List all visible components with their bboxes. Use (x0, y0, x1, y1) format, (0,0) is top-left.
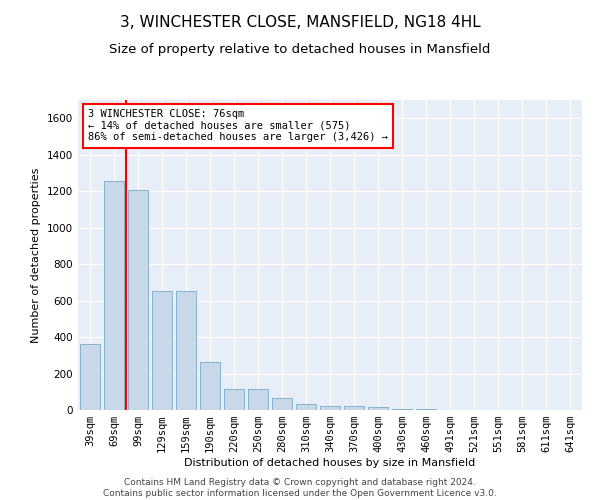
Bar (248, 389, 268, 410)
Bar (200, 362, 220, 410)
Bar (176, 290, 196, 410)
Bar (320, 406, 340, 410)
Bar (344, 406, 364, 410)
Bar (392, 408, 412, 410)
Bar (272, 398, 292, 410)
Bar (224, 389, 244, 410)
Bar (80, 344, 100, 410)
Bar (368, 408, 388, 410)
Text: Size of property relative to detached houses in Mansfield: Size of property relative to detached ho… (109, 42, 491, 56)
Bar (152, 290, 172, 410)
Bar (128, 190, 148, 410)
Bar (104, 181, 124, 410)
Text: 3 WINCHESTER CLOSE: 76sqm
← 14% of detached houses are smaller (575)
86% of semi: 3 WINCHESTER CLOSE: 76sqm ← 14% of detac… (88, 110, 388, 142)
Bar (296, 404, 316, 410)
Text: 3, WINCHESTER CLOSE, MANSFIELD, NG18 4HL: 3, WINCHESTER CLOSE, MANSFIELD, NG18 4HL (119, 15, 481, 30)
Text: Contains HM Land Registry data © Crown copyright and database right 2024.
Contai: Contains HM Land Registry data © Crown c… (103, 478, 497, 498)
X-axis label: Distribution of detached houses by size in Mansfield: Distribution of detached houses by size … (184, 458, 476, 468)
Y-axis label: Number of detached properties: Number of detached properties (31, 168, 41, 342)
